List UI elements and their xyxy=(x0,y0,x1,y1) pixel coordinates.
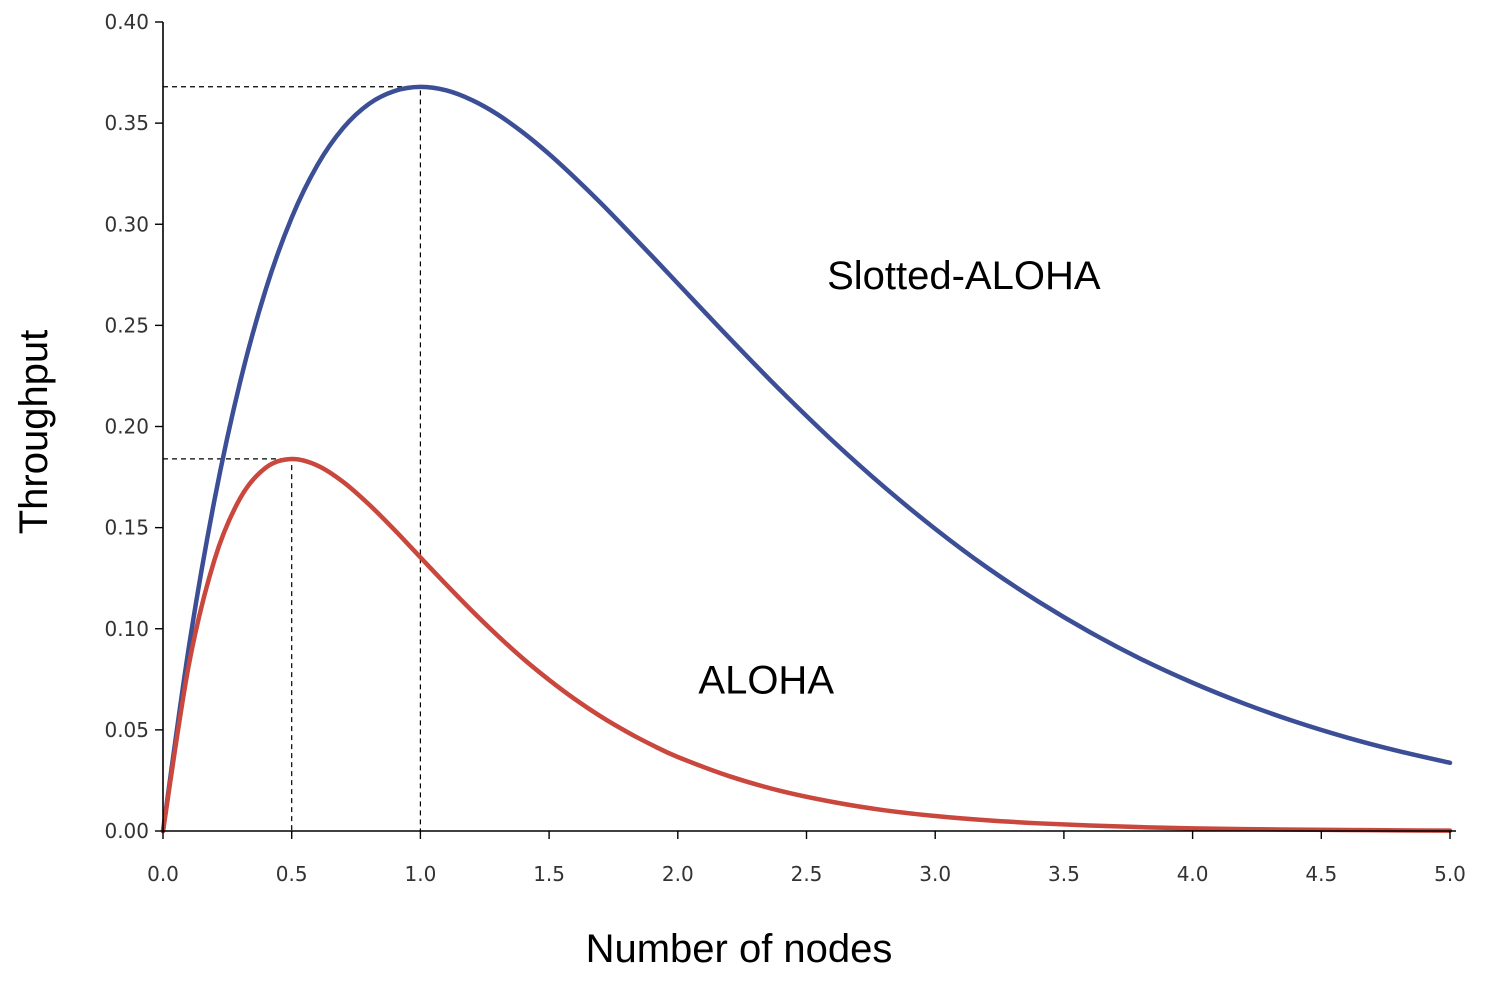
x-tick-label: 3.0 xyxy=(919,862,951,886)
peak-reference-line xyxy=(163,458,293,831)
x-tick-label: 0.5 xyxy=(276,862,308,886)
curve-label-slotted-aloha: Slotted-ALOHA xyxy=(827,254,1101,298)
y-tick-label: 0.20 xyxy=(104,415,149,439)
x-tick-label: 1.5 xyxy=(533,862,565,886)
x-axis-title: Number of nodes xyxy=(586,927,893,971)
y-tick-label: 0.25 xyxy=(104,313,149,337)
curve-labels: Slotted-ALOHA ALOHA xyxy=(698,254,1100,702)
x-tick-label: 1.0 xyxy=(404,862,436,886)
x-tick-label: 4.5 xyxy=(1305,862,1337,886)
x-tick-label: 2.0 xyxy=(662,862,694,886)
x-tick-label: 2.5 xyxy=(791,862,823,886)
series-line-slotted-aloha xyxy=(160,84,1453,834)
y-tick-label: 0.05 xyxy=(104,718,149,742)
y-tick-label: 0.00 xyxy=(104,819,149,843)
y-tick-label: 0.40 xyxy=(104,10,149,34)
y-tick-label: 0.15 xyxy=(104,516,149,540)
peak-reference-line xyxy=(163,86,421,831)
x-tick-label: 0.0 xyxy=(147,862,179,886)
x-tick-label: 5.0 xyxy=(1434,862,1466,886)
labels: Number of nodes Throughput xyxy=(12,330,892,971)
series-layer xyxy=(160,84,1453,834)
series-line-aloha xyxy=(160,456,1453,834)
x-tick-label: 4.0 xyxy=(1177,862,1209,886)
ticks: 0.00 0.05 0.10 0.15 0.20 0.25 0.30 0.35 0.40 0.0 0… xyxy=(104,10,1465,886)
y-tick-label: 0.35 xyxy=(104,111,149,135)
y-tick-label: 0.30 xyxy=(104,212,149,236)
curve-label-aloha: ALOHA xyxy=(698,658,834,702)
x-tick-label: 3.5 xyxy=(1048,862,1080,886)
y-axis-title: Throughput xyxy=(12,330,56,535)
y-tick-label: 0.10 xyxy=(104,617,149,641)
